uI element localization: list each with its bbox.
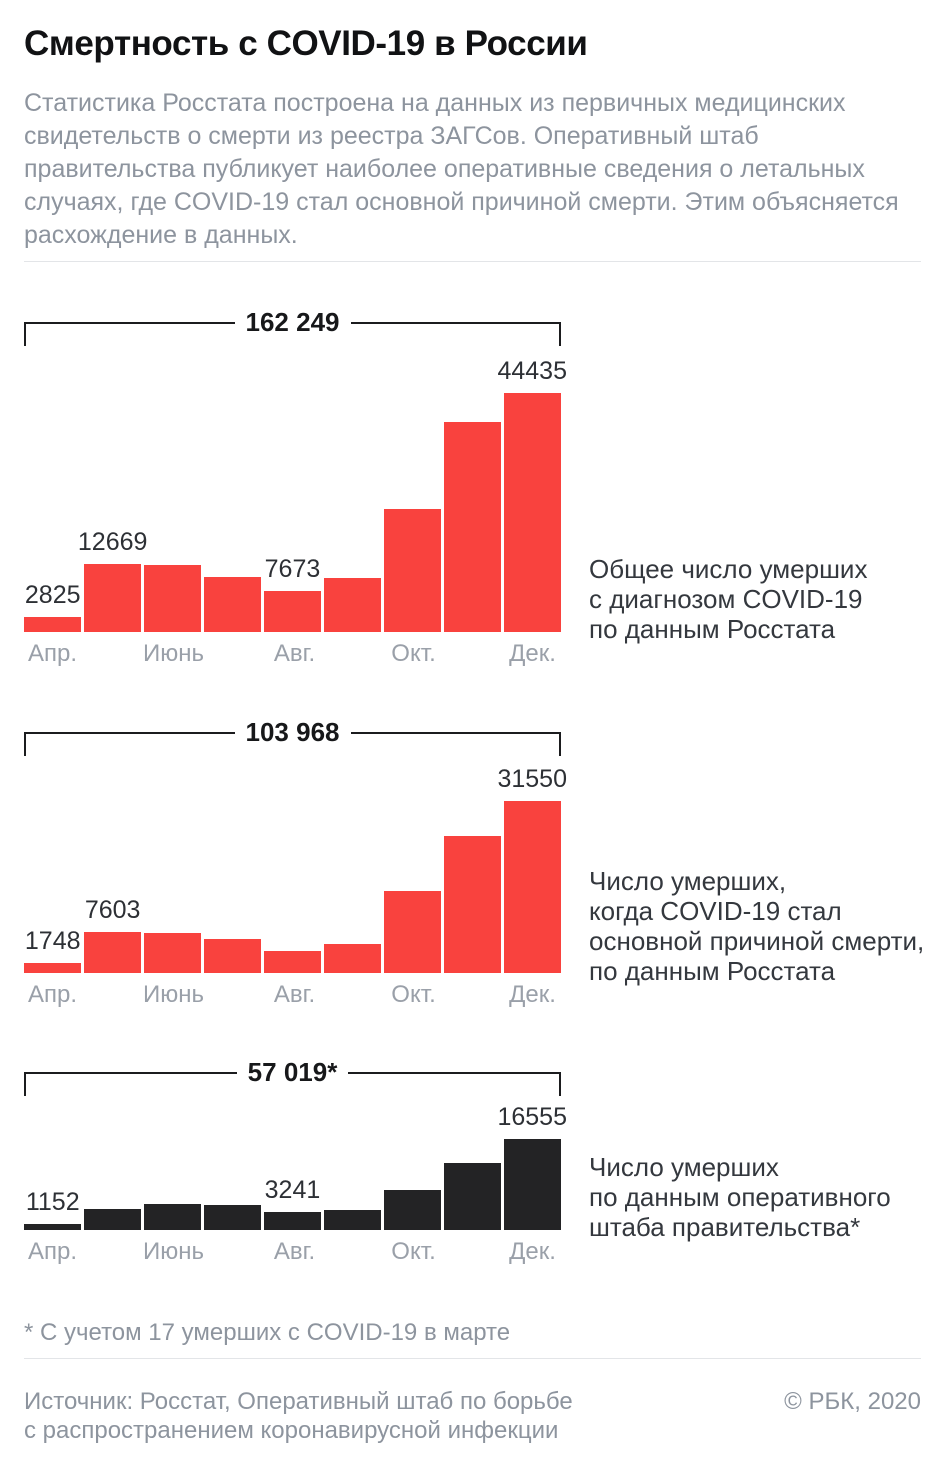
- bar-apr: 2825: [24, 583, 82, 632]
- chart-caption: Число умерших, когда COVID-19 стал основ…: [589, 866, 925, 986]
- bracket-line-left: [24, 732, 235, 756]
- x-tick-spacer: [326, 982, 383, 1008]
- x-tick-jun: Июнь: [143, 1238, 205, 1265]
- x-tick-spacer: [84, 1239, 141, 1265]
- x-tick-spacer: [326, 641, 383, 667]
- bar-value-label-dec: 31550: [497, 765, 567, 793]
- bar-plot: 1748 7603 31550: [24, 767, 567, 973]
- bar-may: 12669: [78, 530, 147, 632]
- bar-dec: 44435: [497, 359, 567, 632]
- x-tick-oct: Окт.: [391, 981, 436, 1008]
- page-title: Смертность с COVID-19 в России: [24, 24, 588, 63]
- x-tick-spacer: [207, 1239, 264, 1265]
- bar-value-label-dec: 16555: [497, 1103, 567, 1131]
- x-tick-jun: Июнь: [143, 981, 205, 1008]
- x-tick-aug: Авг.: [273, 1238, 316, 1265]
- x-tick-aug: Авг.: [273, 981, 316, 1008]
- bar-aug: 3241: [263, 1178, 322, 1230]
- bracket-line-right: [350, 322, 562, 346]
- bar-may: 7603: [83, 898, 142, 973]
- chart-rosstat-main-cause-deaths: 103 968 1748 7603 31550 Апр. Июнь Авг. Окт. Де…: [24, 719, 924, 1008]
- total-bracket: 103 968: [24, 719, 562, 756]
- top-divider: [24, 261, 921, 262]
- bar-may: [83, 1209, 142, 1230]
- bar-value-label-apr: 1152: [25, 1188, 80, 1216]
- chart-caption: Общее число умерших с диагнозом COVID-19…: [589, 554, 868, 644]
- bar-aug: 7673: [263, 557, 322, 632]
- bracket-line-left: [24, 322, 235, 346]
- total-value-label: 162 249: [245, 307, 340, 337]
- bar-sep: [323, 944, 382, 973]
- x-tick-dec: Дек.: [509, 1238, 556, 1265]
- bar-plot: 2825 12669 7673 44435: [24, 359, 567, 632]
- x-tick-spacer: [84, 641, 141, 667]
- bar-sep: [323, 1210, 382, 1230]
- x-tick-dec: Дек.: [509, 981, 556, 1008]
- bar-jun: [143, 933, 202, 973]
- bar-value-label-may: 7603: [84, 896, 141, 924]
- bar-value-label-dec: 44435: [497, 357, 567, 385]
- bracket-line-left: [24, 1072, 237, 1096]
- bar-jun: [143, 1204, 202, 1230]
- bar-jul: [203, 1205, 262, 1230]
- x-tick-spacer: [326, 1239, 383, 1265]
- bracket-line-right: [348, 1072, 561, 1096]
- bar-oct: [383, 891, 442, 973]
- march-footnote: * С учетом 17 умерших с COVID-19 в марте: [24, 1319, 511, 1346]
- x-tick-spacer: [445, 1239, 502, 1265]
- bar-value-label-may: 12669: [77, 528, 148, 556]
- total-value-label: 57 019*: [247, 1057, 338, 1087]
- x-axis: Апр. Июнь Авг. Окт. Дек.: [24, 1239, 561, 1265]
- bar-nov: [443, 836, 501, 973]
- intro-paragraph: Статистика Росстата построена на данных …: [24, 89, 899, 249]
- x-axis: Апр. Июнь Авг. Окт. Дек.: [24, 982, 561, 1008]
- total-bracket: 162 249: [24, 309, 562, 346]
- bar-dec: 16555: [497, 1105, 567, 1230]
- bar-sep: [323, 578, 382, 632]
- chart-rosstat-total-deaths: 162 249 2825 12669 7673 44435 Апр. Июнь Авг. О…: [24, 309, 867, 667]
- bar-apr: 1748: [24, 929, 82, 973]
- chart-opershtab-deaths: 57 019* 1152 3241 16555 Апр. Июнь Авг. Окт. Де…: [24, 1059, 891, 1265]
- footer-row: Источник: Росстат, Оперативный штаб по б…: [24, 1387, 921, 1445]
- bar-oct: [383, 509, 442, 632]
- bar-value-label-aug: 3241: [264, 1176, 321, 1204]
- x-tick-spacer: [207, 982, 264, 1008]
- x-tick-spacer: [207, 641, 264, 667]
- bar-plot: 1152 3241 16555: [24, 1105, 567, 1230]
- x-tick-spacer: [445, 982, 502, 1008]
- bar-dec: 31550: [497, 767, 567, 973]
- x-axis: Апр. Июнь Авг. Окт. Дек.: [24, 641, 561, 667]
- chart-caption: Число умерших по данным оперативного шта…: [589, 1152, 891, 1242]
- bar-nov: [443, 1163, 501, 1230]
- x-tick-spacer: [445, 641, 502, 667]
- total-bracket: 57 019*: [24, 1059, 561, 1096]
- bar-jul: [203, 577, 262, 632]
- bar-nov: [443, 422, 501, 632]
- x-tick-aug: Авг.: [273, 640, 316, 667]
- x-tick-apr: Апр.: [27, 640, 78, 667]
- x-tick-spacer: [84, 982, 141, 1008]
- bar-value-label-apr: 1748: [24, 927, 81, 955]
- bar-jul: [203, 939, 262, 973]
- x-tick-oct: Окт.: [391, 640, 436, 667]
- bottom-divider: [24, 1358, 921, 1359]
- x-tick-oct: Окт.: [391, 1238, 436, 1265]
- x-tick-apr: Апр.: [27, 1238, 78, 1265]
- bar-aug: [263, 951, 322, 973]
- x-tick-dec: Дек.: [509, 640, 556, 667]
- bar-value-label-apr: 2825: [24, 581, 81, 609]
- bar-oct: [383, 1190, 442, 1230]
- x-tick-apr: Апр.: [27, 981, 78, 1008]
- source-credit: Источник: Росстат, Оперативный штаб по б…: [24, 1388, 573, 1444]
- bar-apr: 1152: [24, 1190, 82, 1230]
- bracket-line-right: [350, 732, 562, 756]
- bar-jun: [143, 565, 202, 632]
- x-tick-jun: Июнь: [143, 640, 205, 667]
- total-value-label: 103 968: [245, 717, 340, 747]
- bar-value-label-aug: 7673: [264, 555, 321, 583]
- copyright: © РБК, 2020: [784, 1388, 921, 1415]
